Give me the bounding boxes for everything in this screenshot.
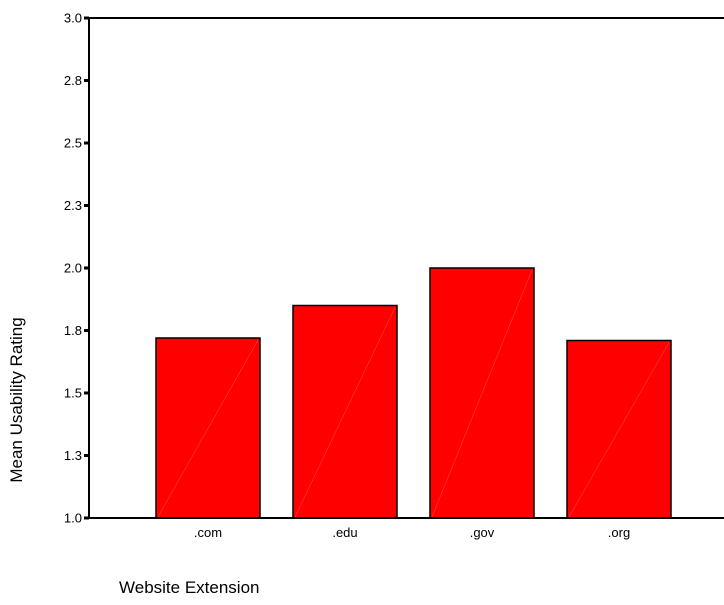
y-tick-mark xyxy=(84,266,89,270)
bar-diagonal-gov xyxy=(431,269,533,518)
x-tick-label: .edu xyxy=(332,525,357,540)
x-tick-label: .org xyxy=(608,525,630,540)
bar-diagonal-edu xyxy=(294,307,396,518)
y-tick-mark xyxy=(84,391,89,395)
y-tick-mark xyxy=(84,516,89,520)
y-axis-title: Mean Usability Rating xyxy=(7,317,26,482)
y-tick-label: 3.0 xyxy=(64,11,82,26)
y-tick-label: 1.0 xyxy=(64,511,82,526)
y-tick-label: 1.3 xyxy=(64,448,82,463)
y-ticks-group: 1.0 1.3 1.5 1.8 2.0 2.3 2.5 2.8 3.0 xyxy=(64,11,89,526)
bar-diagonal-com xyxy=(157,339,259,518)
y-tick-label: 2.5 xyxy=(64,136,82,151)
bar-diagonal-org xyxy=(568,342,670,518)
y-tick-label: 1.8 xyxy=(64,323,82,338)
y-tick-mark xyxy=(84,141,89,145)
x-tick-label: .gov xyxy=(470,525,495,540)
y-tick-mark xyxy=(84,454,89,457)
x-axis-title: Website Extension xyxy=(119,578,259,597)
y-tick-label: 2.0 xyxy=(64,261,82,276)
x-ticks-group: .com .edu .gov .org xyxy=(194,525,630,540)
y-tick-mark xyxy=(84,79,89,82)
y-tick-mark xyxy=(84,329,89,332)
bars-group xyxy=(155,267,672,519)
y-tick-mark xyxy=(84,16,89,20)
y-tick-label: 2.3 xyxy=(64,198,82,213)
y-tick-label: 1.5 xyxy=(64,386,82,401)
x-tick-label: .com xyxy=(194,525,222,540)
y-tick-label: 2.8 xyxy=(64,73,82,88)
y-tick-mark xyxy=(84,204,89,207)
